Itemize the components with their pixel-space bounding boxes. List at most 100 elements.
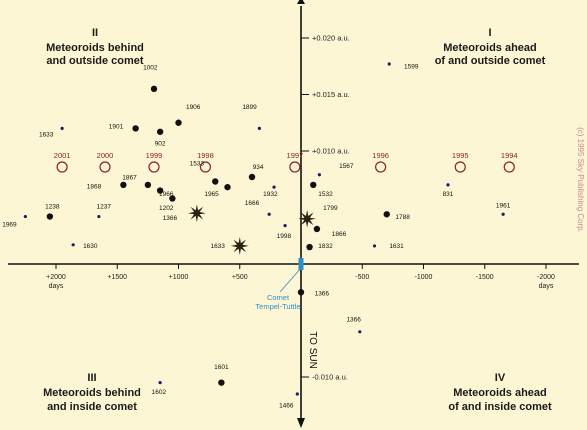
meteoroid-point-large: [212, 178, 219, 185]
x-tick-label: -500: [355, 274, 369, 281]
comet-year-label: 2001: [54, 151, 71, 160]
meteoroid-year-label: 1630: [83, 243, 98, 250]
q2-line2: and outside comet: [46, 55, 144, 67]
meteoroid-points: [23, 62, 505, 396]
axes: [8, 0, 579, 428]
meteoroid-point-small: [283, 223, 287, 228]
meteoroid-year-label: 1932: [263, 191, 278, 198]
x-tick-label: -2000: [537, 274, 555, 281]
comet-year-label: 1998: [197, 151, 214, 160]
meteoroid-point-large: [144, 181, 152, 189]
meteoroid-year-label: 1966: [159, 191, 174, 198]
meteoroid-year-label: 1567: [339, 163, 354, 170]
meteoroid-year-label: 1867: [122, 174, 137, 181]
q3-line1: Meteoroids behind: [43, 387, 141, 399]
comet-year-circle: [454, 161, 466, 173]
meteoroid-point-large: [310, 181, 317, 189]
meteoroid-point-small: [446, 183, 450, 187]
meteoroid-year-label: 1366: [315, 291, 330, 298]
comet-marker: [298, 258, 304, 270]
comet-label-line1: Comet: [267, 293, 290, 302]
q2-line1: Meteoroids behind: [46, 42, 144, 54]
meteoroid-year-label: 1466: [279, 403, 294, 410]
q1-line1: Meteoroids ahead: [443, 42, 537, 54]
meteoroid-year-label: 1969: [2, 222, 17, 229]
meteoroid-year-label: 1202: [159, 205, 174, 212]
meteoroid-year-label: 1631: [389, 243, 404, 250]
meteoroid-point-large: [150, 85, 158, 93]
comet-leader-line: [279, 267, 302, 293]
y-axis-arrow-down: [297, 418, 305, 428]
meteoroid-year-label: 1899: [242, 104, 257, 111]
meteoroid-point-large: [248, 173, 256, 181]
meteoroid-labels: 1633 1002 1901 1906 902 1899 1599 1868 1867 1966 1…: [2, 64, 511, 410]
comet-year-circle: [199, 161, 212, 173]
meteoroid-storm-star: [187, 204, 206, 223]
comet-year-label: 2000: [97, 151, 114, 160]
meteoroid-point-large: [218, 379, 225, 386]
meteoroid-point-small: [501, 212, 505, 216]
x-tick-label: +2000: [46, 274, 66, 281]
comet-year-label: 1999: [146, 151, 163, 160]
meteoroid-point-large: [297, 289, 305, 296]
meteoroid-year-label: 1901: [109, 123, 124, 130]
meteoroid-year-label: 1366: [346, 317, 361, 324]
meteoroid-year-label: 902: [155, 140, 166, 147]
meteoroid-year-label: 831: [443, 191, 454, 198]
q1-line2: of and outside comet: [435, 55, 546, 67]
q1-numeral: I: [488, 27, 491, 39]
meteoroid-year-label: 1832: [318, 243, 333, 250]
meteoroid-point-small: [272, 185, 276, 189]
x-axis-ticks: +2000 days +1500 +1000 +500 -500 -1000 -1500 -20…: [46, 264, 555, 290]
comet-year-circle: [503, 161, 515, 173]
meteoroid-year-label: 1961: [496, 203, 511, 210]
meteoroid-year-label: 1237: [97, 204, 112, 211]
meteoroid-point-small: [358, 330, 362, 334]
meteoroid-point-small: [60, 126, 64, 130]
meteoroid-point-small: [23, 214, 27, 219]
comet-year-circle: [148, 161, 160, 173]
meteoroid-point-large: [224, 183, 231, 191]
meteoroid-point-small: [317, 173, 321, 177]
copyright-credit: (c) 1995 Sky Publishing Corp.: [576, 127, 585, 233]
y-tick-label: -0.010 a.u.: [312, 373, 348, 382]
meteoroid-point-small: [158, 381, 162, 385]
meteoroid-point-small: [71, 243, 75, 247]
meteoroid-point-large: [156, 128, 164, 135]
meteoroid-year-label: 1238: [45, 204, 60, 211]
comet-year-circle: [99, 161, 111, 173]
q4-numeral: IV: [495, 372, 506, 384]
comet-year-circle: [289, 161, 301, 173]
meteoroid-year-label: 1366: [163, 215, 178, 222]
meteoroid-year-label: 1906: [186, 104, 201, 111]
meteoroid-point-large: [169, 195, 176, 202]
meteoroid-year-label: 1788: [395, 214, 410, 221]
meteoroid-point-large: [175, 119, 182, 126]
x-tick-unit: days: [49, 283, 64, 290]
comet-year-label: 1997: [287, 151, 304, 160]
comet-year-label: 1996: [372, 151, 389, 160]
y-tick-label: +0.010 a.u.: [312, 147, 350, 156]
comet-year-circle: [56, 161, 68, 173]
x-tick-unit: days: [539, 283, 554, 290]
meteoroid-point-large: [120, 181, 127, 189]
y-tick-label: +0.015 a.u.: [312, 90, 350, 99]
meteoroid-year-label: 1998: [277, 233, 292, 240]
meteoroid-point-small: [97, 214, 101, 219]
q3-line2: and inside comet: [47, 401, 137, 413]
meteoroid-year-label: 1601: [214, 364, 229, 371]
meteoroid-point-small: [267, 212, 271, 216]
comet-year-markers: 2001 2000 1999 1998 1997 1996 1995 1994: [54, 151, 518, 173]
meteoroid-year-label: 934: [253, 164, 264, 171]
comet-year-label: 1995: [452, 151, 469, 160]
x-tick-label: +1000: [169, 274, 189, 281]
y-tick-label: +0.020 a.u.: [312, 34, 350, 43]
meteoroid-year-label: 1666: [245, 200, 260, 207]
x-tick-label: +1500: [107, 274, 127, 281]
comet-year-circle: [375, 161, 387, 173]
meteoroid-point-large: [306, 243, 313, 251]
meteoroid-point-small: [257, 126, 261, 130]
q4-line1: Meteoroids ahead: [453, 387, 547, 399]
meteoroid-year-label: 1799: [323, 205, 338, 212]
